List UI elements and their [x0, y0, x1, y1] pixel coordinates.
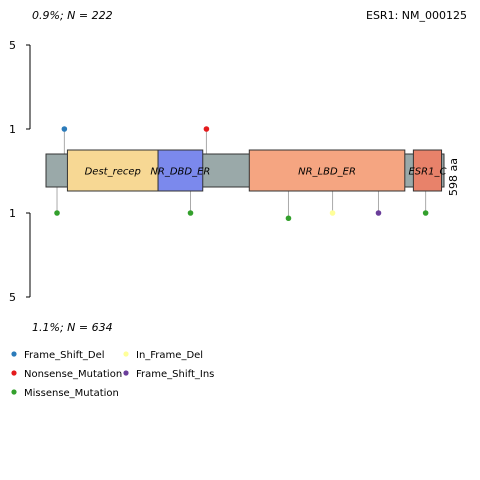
- legend-marker: [123, 370, 129, 376]
- domain-box: [248, 149, 406, 192]
- top-axis-tick-label: 5: [9, 39, 16, 52]
- bottom-mutation-point: [285, 215, 292, 222]
- top-mutation-point: [61, 126, 68, 132]
- bottom-mutation-point: [329, 210, 336, 216]
- domain-label: Dest_recep: [85, 167, 141, 178]
- bottom-axis-tick-label: 1: [9, 207, 16, 220]
- bottom-mutation-point: [187, 210, 194, 216]
- legend-label: In_Frame_Del: [136, 350, 203, 361]
- axes: 5 1 1 5: [9, 39, 31, 304]
- domain-label: ESR1_C: [408, 167, 446, 178]
- bottom-axis-tick-label: 5: [9, 291, 16, 304]
- top-summary-label: 0.9%; N = 222: [32, 9, 113, 22]
- bottom-mutation-point: [422, 210, 429, 216]
- legend-marker: [11, 351, 17, 357]
- bottom-mutation-point: [54, 210, 60, 216]
- top-axis-tick-label: 1: [9, 123, 16, 136]
- legend-marker: [11, 370, 17, 376]
- bottom-mutation-point: [375, 210, 382, 216]
- top-mutation-point: [203, 126, 210, 132]
- legend-label: Missense_Mutation: [24, 388, 119, 399]
- legend-label: Nonsense_Mutation: [24, 369, 122, 380]
- bottom-summary-label: 1.1%; N = 634: [32, 321, 113, 334]
- domain-label: NR_LBD_ER: [298, 167, 356, 178]
- domain-box: [157, 149, 204, 192]
- legend-label: Frame_Shift_Del: [24, 350, 105, 361]
- protein-track: Dest_recep NR_DBD_ER NR_LBD_ER ESR1_C 598 aa: [45, 149, 460, 196]
- legend-marker: [123, 351, 129, 357]
- domain-box: [412, 149, 443, 192]
- domain-label: NR_DBD_ER: [150, 167, 210, 178]
- lollipop-points: [54, 126, 429, 222]
- protein-length-label: 598 aa: [447, 158, 460, 196]
- legend-marker: [11, 389, 17, 395]
- chart-title: ESR1: NM_000125: [366, 9, 467, 22]
- legend-label: Frame_Shift_Ins: [136, 369, 214, 380]
- legend: Frame_Shift_Del Nonsense_Mutation Missense…: [11, 350, 214, 399]
